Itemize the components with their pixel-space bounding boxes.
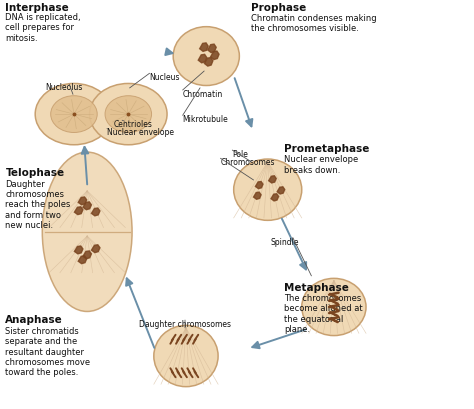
Polygon shape xyxy=(74,207,83,215)
Polygon shape xyxy=(269,176,276,184)
Text: Prometaphase: Prometaphase xyxy=(284,144,370,153)
Polygon shape xyxy=(83,202,91,210)
Polygon shape xyxy=(208,45,216,54)
Polygon shape xyxy=(91,245,100,253)
Polygon shape xyxy=(271,194,279,202)
Ellipse shape xyxy=(234,160,302,221)
Text: Nucleolus: Nucleolus xyxy=(46,83,83,92)
Ellipse shape xyxy=(173,27,239,86)
Ellipse shape xyxy=(35,84,113,145)
Text: Nuclear envelope: Nuclear envelope xyxy=(107,128,174,137)
Polygon shape xyxy=(198,55,207,64)
Polygon shape xyxy=(210,52,219,61)
Polygon shape xyxy=(91,209,100,216)
Ellipse shape xyxy=(51,97,97,133)
Text: Sister chromatids
separate and the
resultant daughter
chromosomes move
toward th: Sister chromatids separate and the resul… xyxy=(5,326,91,376)
Text: Centrioles: Centrioles xyxy=(114,120,153,129)
Polygon shape xyxy=(74,246,83,254)
Polygon shape xyxy=(254,193,261,200)
Text: DNA is replicated,
cell prepares for
mitosis.: DNA is replicated, cell prepares for mit… xyxy=(5,13,81,43)
Text: Chromatin condenses making
the chromosomes visible.: Chromatin condenses making the chromosom… xyxy=(251,14,377,33)
Polygon shape xyxy=(200,44,208,52)
Text: Prophase: Prophase xyxy=(251,3,306,13)
Text: Daughter
chromosomes
reach the poles
and form two
new nuclei.: Daughter chromosomes reach the poles and… xyxy=(5,179,71,230)
Ellipse shape xyxy=(105,97,152,133)
Text: Mikrotubule: Mikrotubule xyxy=(182,115,228,124)
Ellipse shape xyxy=(90,84,167,145)
Text: Nucleus: Nucleus xyxy=(150,73,180,82)
Text: Daughter chromosomes: Daughter chromosomes xyxy=(139,319,231,328)
Polygon shape xyxy=(277,187,285,195)
Polygon shape xyxy=(78,198,87,205)
Text: Nuclear envelope
breaks down.: Nuclear envelope breaks down. xyxy=(284,155,358,174)
Polygon shape xyxy=(78,256,87,264)
Text: Chromatin: Chromatin xyxy=(182,90,223,99)
Ellipse shape xyxy=(42,153,132,312)
Text: Chromosomes: Chromosomes xyxy=(220,157,275,166)
Ellipse shape xyxy=(154,326,218,387)
Ellipse shape xyxy=(302,279,366,336)
Text: Spindle: Spindle xyxy=(270,237,299,246)
Text: Pole: Pole xyxy=(232,149,248,158)
Text: Anaphase: Anaphase xyxy=(5,315,63,324)
Polygon shape xyxy=(83,251,91,259)
Text: The chromosomes
become aligned at
the equatorial
plane.: The chromosomes become aligned at the eq… xyxy=(284,293,363,333)
Text: Interphase: Interphase xyxy=(5,3,69,13)
Polygon shape xyxy=(204,58,213,67)
Text: Telophase: Telophase xyxy=(5,168,64,178)
Polygon shape xyxy=(255,182,263,189)
Text: Metaphase: Metaphase xyxy=(284,282,349,292)
